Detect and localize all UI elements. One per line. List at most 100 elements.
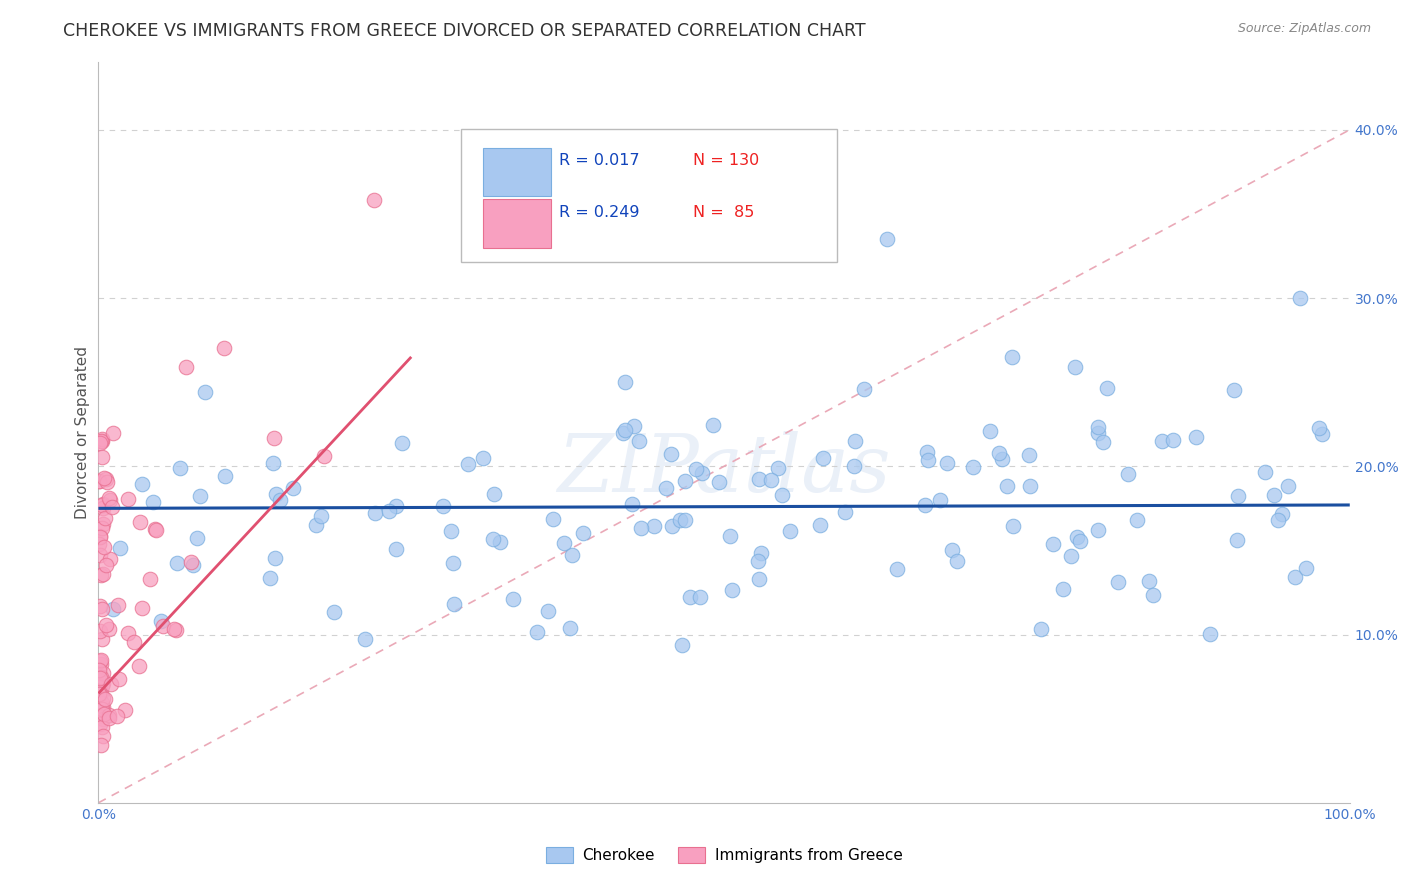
Point [91, 679, 114, 693]
Point [353, 632, 375, 646]
Point [1069, 533, 1091, 548]
Point [612, 426, 634, 441]
Point [808, 517, 831, 532]
Point [917, 453, 939, 467]
Point [1271, 507, 1294, 521]
Point [98, 493, 121, 508]
Point [90, 521, 112, 535]
Point [1087, 523, 1109, 537]
Point [385, 499, 408, 513]
Point [472, 451, 495, 466]
Point [1308, 421, 1330, 435]
Point [283, 481, 305, 495]
Point [89, 654, 111, 668]
Point [128, 658, 150, 673]
Point [309, 509, 332, 524]
Point [457, 458, 479, 472]
Point [643, 519, 665, 533]
Point [270, 493, 292, 508]
Point [87, 663, 110, 677]
Point [991, 452, 1014, 467]
Point [91, 699, 114, 714]
Point [169, 461, 191, 475]
Text: ZIPatlas: ZIPatlas [557, 431, 891, 508]
Point [181, 558, 204, 572]
FancyBboxPatch shape [482, 200, 551, 247]
Point [91, 497, 114, 511]
Point [186, 531, 208, 545]
Point [94, 618, 117, 632]
Point [90, 602, 112, 616]
Point [707, 475, 730, 489]
Point [1018, 448, 1040, 462]
Point [440, 524, 463, 538]
Point [979, 424, 1001, 438]
Point [105, 709, 128, 723]
Point [749, 546, 772, 560]
Point [90, 702, 112, 716]
Point [143, 523, 166, 537]
Point [572, 526, 595, 541]
Point [364, 506, 387, 520]
Point [97, 622, 120, 636]
Point [93, 541, 115, 555]
Point [1087, 419, 1109, 434]
Point [166, 556, 188, 570]
Point [90, 653, 112, 667]
Point [91, 729, 114, 743]
Point [91, 712, 114, 726]
Point [131, 601, 153, 615]
Point [834, 506, 856, 520]
Point [613, 375, 636, 389]
Point [962, 459, 984, 474]
Point [96, 475, 118, 489]
Point [263, 432, 285, 446]
Point [91, 499, 114, 513]
Point [89, 529, 111, 543]
Point [1161, 433, 1184, 447]
Point [489, 535, 512, 549]
Point [91, 691, 114, 706]
Point [779, 524, 801, 538]
Point [537, 603, 560, 617]
Point [89, 687, 111, 701]
Point [89, 709, 111, 723]
Point [139, 572, 162, 586]
Point [107, 599, 129, 613]
Point [194, 385, 217, 400]
Point [89, 474, 111, 488]
Point [1029, 622, 1052, 636]
Point [692, 467, 714, 481]
Point [679, 590, 702, 604]
Point [377, 504, 399, 518]
Point [1226, 533, 1249, 548]
Point [91, 434, 114, 449]
Point [94, 692, 117, 706]
Point [720, 582, 742, 597]
Point [443, 598, 465, 612]
Point [628, 434, 651, 448]
FancyBboxPatch shape [461, 129, 837, 262]
Point [543, 512, 565, 526]
Point [98, 711, 121, 725]
Point [87, 537, 110, 551]
Point [673, 513, 696, 527]
Point [685, 462, 707, 476]
Text: R = 0.249: R = 0.249 [560, 204, 640, 219]
Point [1277, 479, 1299, 493]
Point [1042, 537, 1064, 551]
Point [89, 435, 111, 450]
Point [145, 523, 167, 537]
Point [673, 474, 696, 488]
Point [180, 555, 202, 569]
Point [90, 670, 112, 684]
Point [91, 517, 114, 532]
Point [259, 571, 281, 585]
Point [89, 530, 111, 544]
Point [1263, 488, 1285, 502]
Point [995, 479, 1018, 493]
Point [385, 542, 408, 557]
Point [770, 487, 793, 501]
Point [1126, 513, 1149, 527]
Point [946, 554, 969, 568]
